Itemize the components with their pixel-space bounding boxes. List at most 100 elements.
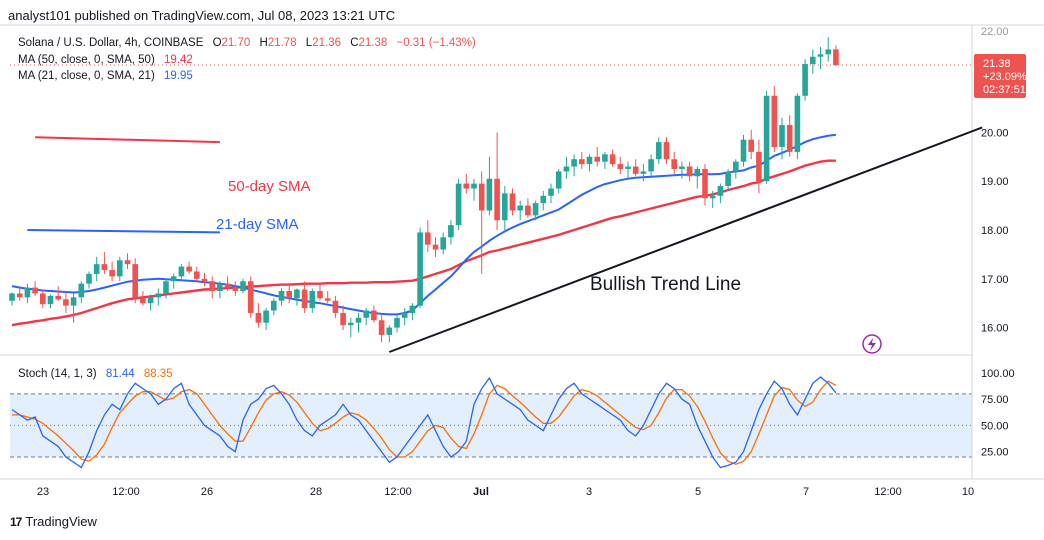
legend-low-value: 21.36 bbox=[312, 37, 341, 49]
axis-layer: 16.00 17.00 18.00 19.00 20.00 22.00 23 12:00 26 2… bbox=[37, 26, 1015, 498]
candle-body bbox=[224, 283, 231, 288]
candle-body bbox=[771, 95, 778, 148]
candle-body bbox=[763, 95, 770, 182]
candle-body bbox=[825, 49, 831, 55]
legend-sma21-value: 19.95 bbox=[164, 70, 193, 82]
candle-body bbox=[502, 193, 508, 221]
candle-body bbox=[702, 168, 708, 199]
candle-body bbox=[286, 290, 292, 299]
candle-body bbox=[709, 195, 716, 199]
candle-body bbox=[779, 125, 785, 148]
legend-open-label: O bbox=[213, 37, 222, 49]
candle-body bbox=[386, 327, 393, 335]
price-tick-label: 20.00 bbox=[981, 127, 1009, 139]
candle-body bbox=[733, 161, 739, 172]
candle-body bbox=[563, 166, 570, 172]
legend-change-value: −0.31 (−1.43%) bbox=[396, 37, 475, 49]
candle-body bbox=[448, 225, 454, 238]
candle-body bbox=[32, 287, 38, 294]
time-tick-label: 7 bbox=[803, 486, 809, 498]
candle-body bbox=[9, 293, 15, 301]
candle-body bbox=[263, 310, 269, 323]
price-tick-label: 16.00 bbox=[981, 323, 1009, 335]
candle-body bbox=[455, 183, 462, 226]
time-tick-label: 12:00 bbox=[874, 486, 902, 498]
legend-sma50: MA (50, close, 0, SMA, 50) 19.42 bbox=[18, 54, 193, 66]
legend-open-value: 21.70 bbox=[222, 37, 251, 49]
stochastic-tick-label: 100.00 bbox=[981, 368, 1015, 380]
time-tick-label: 3 bbox=[586, 486, 592, 498]
candle-body bbox=[532, 203, 539, 216]
candle-body bbox=[93, 264, 100, 274]
candle-body bbox=[178, 266, 185, 277]
legend-stoch-k: 81.44 bbox=[106, 368, 135, 380]
candle-body bbox=[656, 142, 662, 160]
candle-body bbox=[401, 312, 408, 318]
publish-header: analyst101 published on TradingView.com,… bbox=[8, 8, 396, 23]
candle-body bbox=[540, 195, 547, 204]
candle-body bbox=[817, 54, 824, 57]
candle-body bbox=[117, 260, 123, 277]
time-tick-label: 28 bbox=[310, 486, 322, 498]
candle-body bbox=[201, 278, 208, 282]
candle-body bbox=[417, 232, 423, 306]
candle-body bbox=[717, 186, 724, 196]
tradingview-logo-icon: 17 bbox=[10, 514, 22, 529]
candle-body bbox=[594, 156, 600, 162]
candle-body bbox=[640, 171, 647, 174]
candle-body bbox=[63, 299, 69, 306]
time-tick-label: 12:00 bbox=[384, 486, 412, 498]
candle-body bbox=[802, 64, 808, 96]
candle-body bbox=[679, 166, 685, 169]
last-price-countdown: 02:37:51 bbox=[983, 84, 1026, 96]
tradingview-brand: TradingView bbox=[25, 514, 97, 529]
legend-high-label: H bbox=[260, 37, 268, 49]
candle-body bbox=[686, 166, 693, 177]
candle-body bbox=[748, 139, 754, 152]
candle-body bbox=[240, 281, 246, 291]
candle-body bbox=[378, 320, 385, 335]
legend-stoch-label: Stoch (14, 1, 3) bbox=[18, 368, 97, 380]
candle-body bbox=[625, 166, 631, 169]
candle-body bbox=[209, 281, 215, 291]
candle-body bbox=[609, 154, 616, 165]
tradingview-footer[interactable]: 17 TradingView bbox=[10, 514, 97, 529]
grid-layer bbox=[0, 24, 1044, 480]
candle-body bbox=[247, 281, 254, 313]
legend-close-value: 21.38 bbox=[359, 37, 388, 49]
candle-body bbox=[471, 183, 477, 189]
stochastic-tick-label: 75.00 bbox=[981, 394, 1009, 406]
candle-body bbox=[548, 188, 554, 196]
trend-line-label: Bullish Trend Line bbox=[590, 274, 741, 295]
time-tick-label: 12:00 bbox=[112, 486, 140, 498]
candle-body bbox=[440, 237, 446, 250]
candle-body bbox=[140, 298, 146, 304]
candle-body bbox=[271, 300, 277, 311]
legend-sma21: MA (21, close, 0, SMA, 21) 19.95 bbox=[18, 70, 193, 82]
price-tick-label: 18.00 bbox=[981, 225, 1009, 237]
candle-body bbox=[494, 178, 500, 221]
candle-body bbox=[86, 273, 92, 284]
candle-body bbox=[132, 264, 138, 299]
annotation-sma50-sample-line bbox=[35, 136, 220, 144]
candle-body bbox=[232, 287, 239, 291]
candle-body bbox=[740, 139, 747, 162]
candle-body bbox=[309, 290, 316, 309]
candle-body bbox=[571, 159, 577, 167]
legend-sma21-label: MA (21, close, 0, SMA, 21) bbox=[18, 70, 155, 82]
candle-body bbox=[394, 317, 400, 328]
candle-body bbox=[186, 266, 192, 272]
candle-body bbox=[463, 183, 470, 189]
legend-sma50-label: MA (50, close, 0, SMA, 50) bbox=[18, 54, 155, 66]
candle-body bbox=[810, 56, 816, 65]
candle-body bbox=[55, 295, 61, 300]
stochastic-d-line bbox=[12, 380, 837, 466]
legend-low-label: L bbox=[306, 37, 313, 49]
candle-body bbox=[16, 293, 23, 298]
candle-layer bbox=[9, 37, 839, 343]
lightning-icon[interactable] bbox=[862, 334, 882, 354]
time-tick-label: 23 bbox=[37, 486, 49, 498]
candle-body bbox=[109, 270, 115, 277]
candle-body bbox=[432, 244, 439, 250]
stochastic-layer bbox=[11, 376, 837, 469]
